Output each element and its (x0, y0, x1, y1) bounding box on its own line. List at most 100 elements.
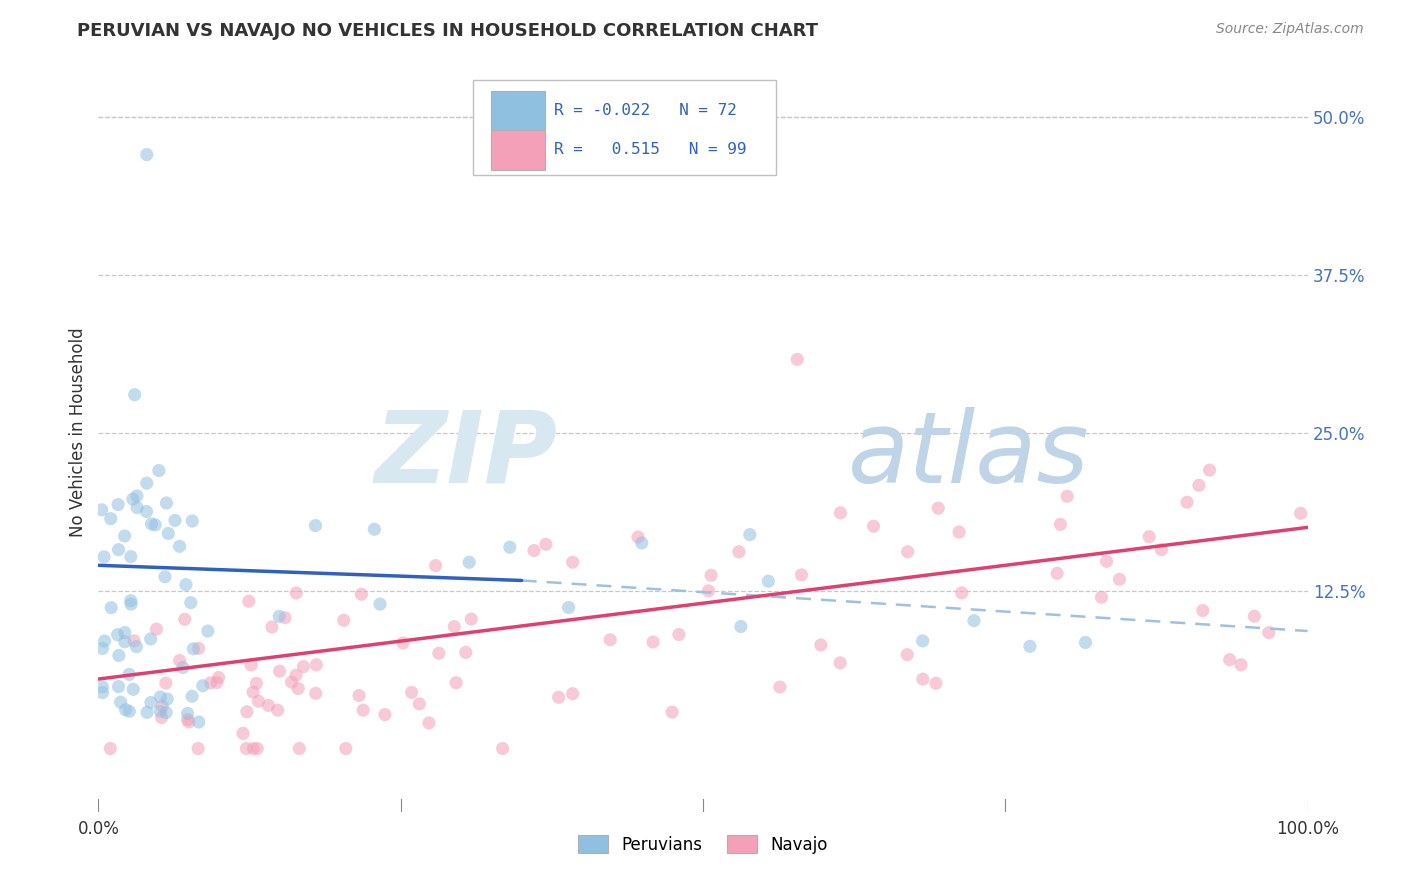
Point (830, 656, 852, 670)
Point (738, 527, 761, 541)
Point (288, 741, 311, 756)
Point (149, 690, 172, 704)
Point (125, 500, 148, 515)
Point (547, 690, 569, 705)
Point (235, 741, 257, 756)
Point (238, 594, 260, 608)
Point (181, 514, 204, 528)
Point (240, 657, 263, 672)
Point (176, 713, 198, 727)
Point (1056, 489, 1078, 503)
Point (149, 704, 172, 718)
Point (145, 622, 167, 636)
Point (1257, 625, 1279, 640)
Point (135, 504, 157, 518)
Point (332, 613, 354, 627)
Point (114, 529, 136, 543)
Point (135, 476, 157, 491)
Point (1289, 506, 1312, 520)
Point (93, 549, 115, 564)
Point (534, 537, 557, 551)
Point (769, 680, 792, 694)
Point (260, 620, 283, 634)
Point (232, 726, 254, 740)
Point (557, 600, 579, 615)
Point (1188, 478, 1211, 492)
Point (124, 387, 146, 401)
Point (150, 710, 173, 724)
Point (174, 577, 197, 591)
Point (242, 685, 264, 699)
Point (1175, 495, 1198, 509)
Point (236, 705, 259, 719)
Point (266, 703, 288, 717)
Point (392, 636, 415, 650)
Point (697, 583, 720, 598)
Point (728, 545, 751, 559)
Point (107, 498, 129, 512)
Point (163, 513, 186, 527)
Point (247, 694, 270, 708)
Point (173, 612, 195, 626)
Point (425, 558, 447, 573)
Point (118, 667, 141, 681)
Point (169, 539, 191, 553)
Point (91, 685, 114, 699)
Point (444, 675, 467, 690)
Point (911, 672, 934, 686)
Point (561, 555, 583, 569)
Point (120, 549, 142, 564)
Point (207, 671, 229, 685)
Point (114, 634, 136, 648)
Point (950, 586, 973, 600)
Point (187, 641, 209, 656)
Point (181, 690, 204, 704)
Point (136, 706, 159, 720)
Point (257, 698, 280, 713)
Point (141, 516, 163, 531)
Point (100, 511, 122, 525)
Point (153, 570, 176, 584)
Point (368, 597, 391, 611)
Point (627, 530, 650, 544)
Point (205, 675, 228, 690)
Point (347, 689, 370, 703)
Point (143, 517, 166, 532)
Legend: Peruvians, Navajo: Peruvians, Navajo (571, 829, 835, 860)
Point (285, 668, 308, 682)
Point (156, 692, 179, 706)
Point (756, 574, 779, 589)
Point (1243, 609, 1265, 624)
Point (107, 542, 129, 557)
Point (897, 545, 920, 559)
Point (948, 525, 970, 540)
Point (454, 645, 477, 659)
Point (100, 600, 122, 615)
FancyBboxPatch shape (492, 130, 544, 169)
Point (1191, 603, 1213, 617)
Point (187, 714, 209, 729)
Point (242, 741, 264, 756)
Point (280, 675, 302, 690)
Point (274, 611, 297, 625)
Point (335, 741, 357, 756)
Point (862, 519, 884, 533)
Point (305, 657, 328, 672)
Point (200, 676, 222, 690)
Point (896, 648, 918, 662)
Point (1095, 554, 1118, 568)
Point (927, 501, 949, 516)
Point (187, 741, 209, 756)
Point (91, 641, 114, 656)
Point (963, 614, 986, 628)
Point (499, 540, 522, 554)
Point (1046, 566, 1069, 581)
Point (155, 676, 177, 690)
Point (118, 704, 141, 718)
Point (460, 612, 482, 626)
Point (176, 706, 198, 721)
Point (269, 609, 291, 624)
Point (155, 496, 177, 510)
Point (108, 648, 131, 663)
Text: ZIP: ZIP (375, 407, 558, 504)
